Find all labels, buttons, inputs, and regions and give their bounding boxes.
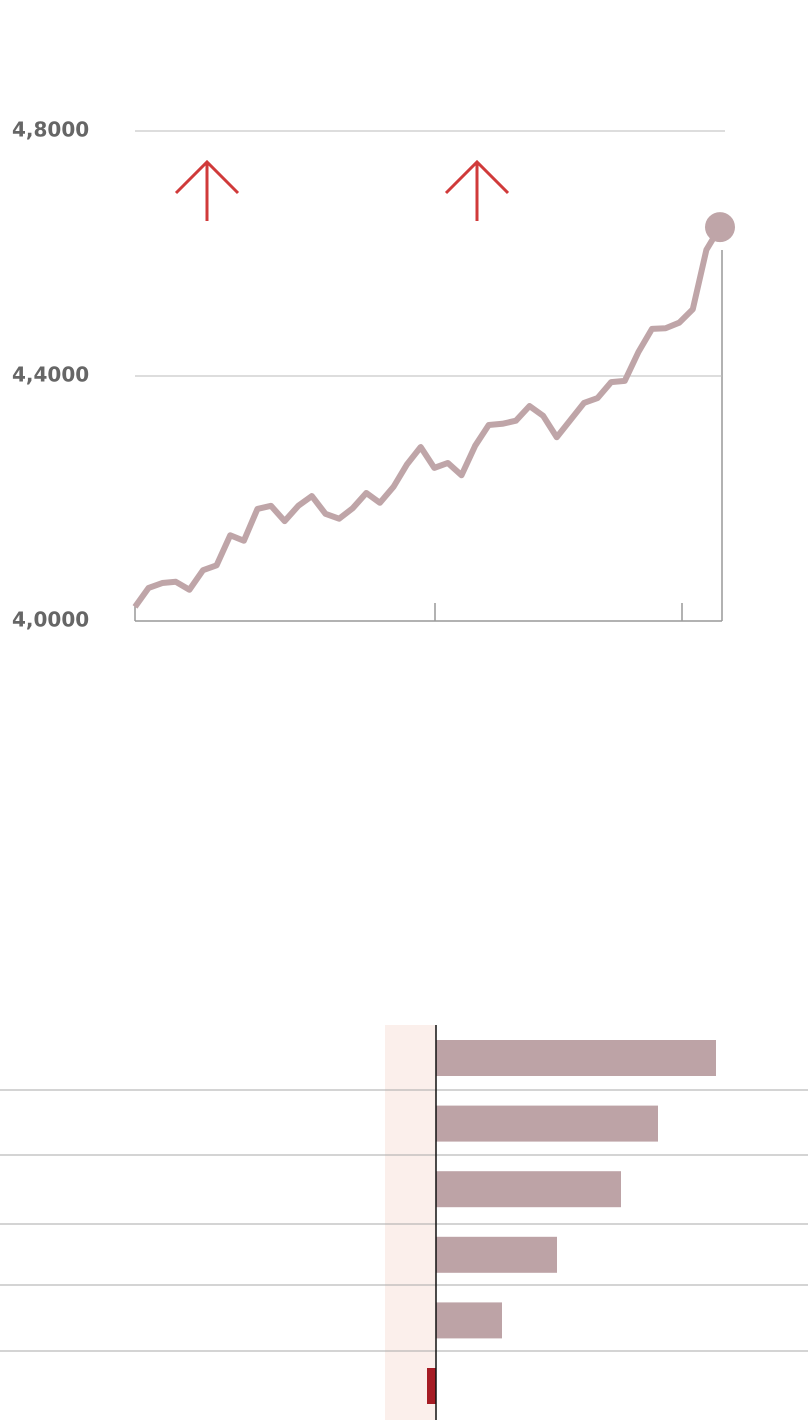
bar: [427, 1368, 436, 1404]
arrow-icon: [444, 159, 510, 221]
y-tick-label: 4,8000: [12, 118, 89, 142]
zero-band: [385, 1025, 436, 1420]
arrows: [174, 159, 510, 221]
bar: [436, 1236, 557, 1273]
line-series: [132, 225, 723, 609]
bar: [436, 1171, 621, 1208]
row-separators: [0, 1089, 808, 1352]
y-tick-label: 4,0000: [12, 608, 89, 632]
bar: [436, 1105, 658, 1142]
end-dot: [705, 212, 735, 243]
bar: [436, 1302, 502, 1339]
y-tick-label: 4,4000: [12, 363, 89, 387]
bar: [436, 1040, 716, 1076]
arrow-icon: [174, 159, 240, 221]
